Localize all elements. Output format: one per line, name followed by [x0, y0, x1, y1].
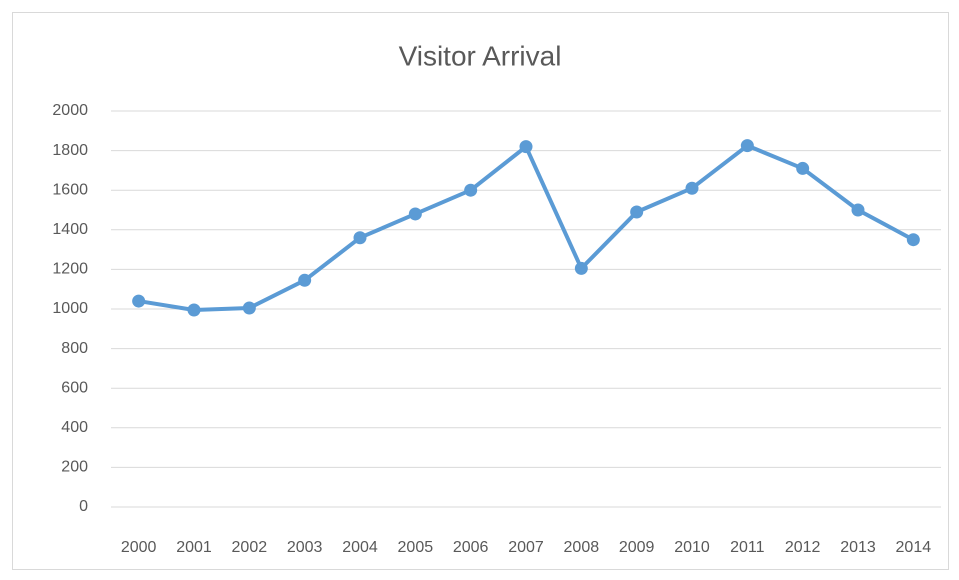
x-tick-label: 2000 — [121, 539, 157, 556]
data-point — [630, 205, 644, 219]
y-tick-label: 600 — [61, 379, 88, 396]
y-tick-label: 2000 — [52, 102, 88, 119]
x-tick-label: 2013 — [840, 539, 876, 556]
data-point — [298, 273, 312, 287]
x-tick-label: 2012 — [785, 539, 821, 556]
y-tick-label: 1000 — [52, 300, 88, 317]
y-tick-label: 1200 — [52, 261, 88, 278]
x-tick-label: 2007 — [508, 539, 544, 556]
chart-title: Visitor Arrival — [399, 40, 562, 71]
x-tick-label: 2004 — [342, 539, 378, 556]
data-point — [464, 183, 478, 197]
x-tick-label: 2011 — [730, 539, 765, 556]
x-tick-label: 2009 — [619, 539, 655, 556]
y-tick-label: 200 — [61, 459, 88, 476]
data-point — [519, 140, 533, 154]
data-point — [796, 161, 810, 175]
data-point — [851, 203, 865, 217]
x-tick-label: 2014 — [896, 539, 932, 556]
chart-border — [12, 12, 949, 570]
data-point — [740, 139, 754, 153]
data-point — [242, 301, 256, 315]
data-point — [408, 207, 422, 221]
data-point — [685, 181, 699, 195]
x-tick-label: 2010 — [674, 539, 710, 556]
x-tick-label: 2005 — [398, 539, 434, 556]
data-point — [574, 261, 588, 275]
y-tick-label: 800 — [61, 340, 88, 357]
x-tick-label: 2001 — [176, 539, 212, 556]
y-tick-label: 400 — [61, 419, 88, 436]
x-tick-label: 2003 — [287, 539, 323, 556]
x-tick-label: 2002 — [232, 539, 268, 556]
y-tick-label: 0 — [79, 498, 88, 515]
data-point — [187, 303, 201, 317]
data-point — [132, 294, 146, 308]
y-tick-label: 1400 — [52, 221, 88, 238]
data-point — [906, 233, 920, 247]
data-point — [353, 231, 367, 245]
x-tick-label: 2008 — [564, 539, 600, 556]
x-tick-label: 2006 — [453, 539, 489, 556]
y-tick-label: 1600 — [52, 181, 88, 198]
y-tick-label: 1800 — [52, 142, 88, 159]
